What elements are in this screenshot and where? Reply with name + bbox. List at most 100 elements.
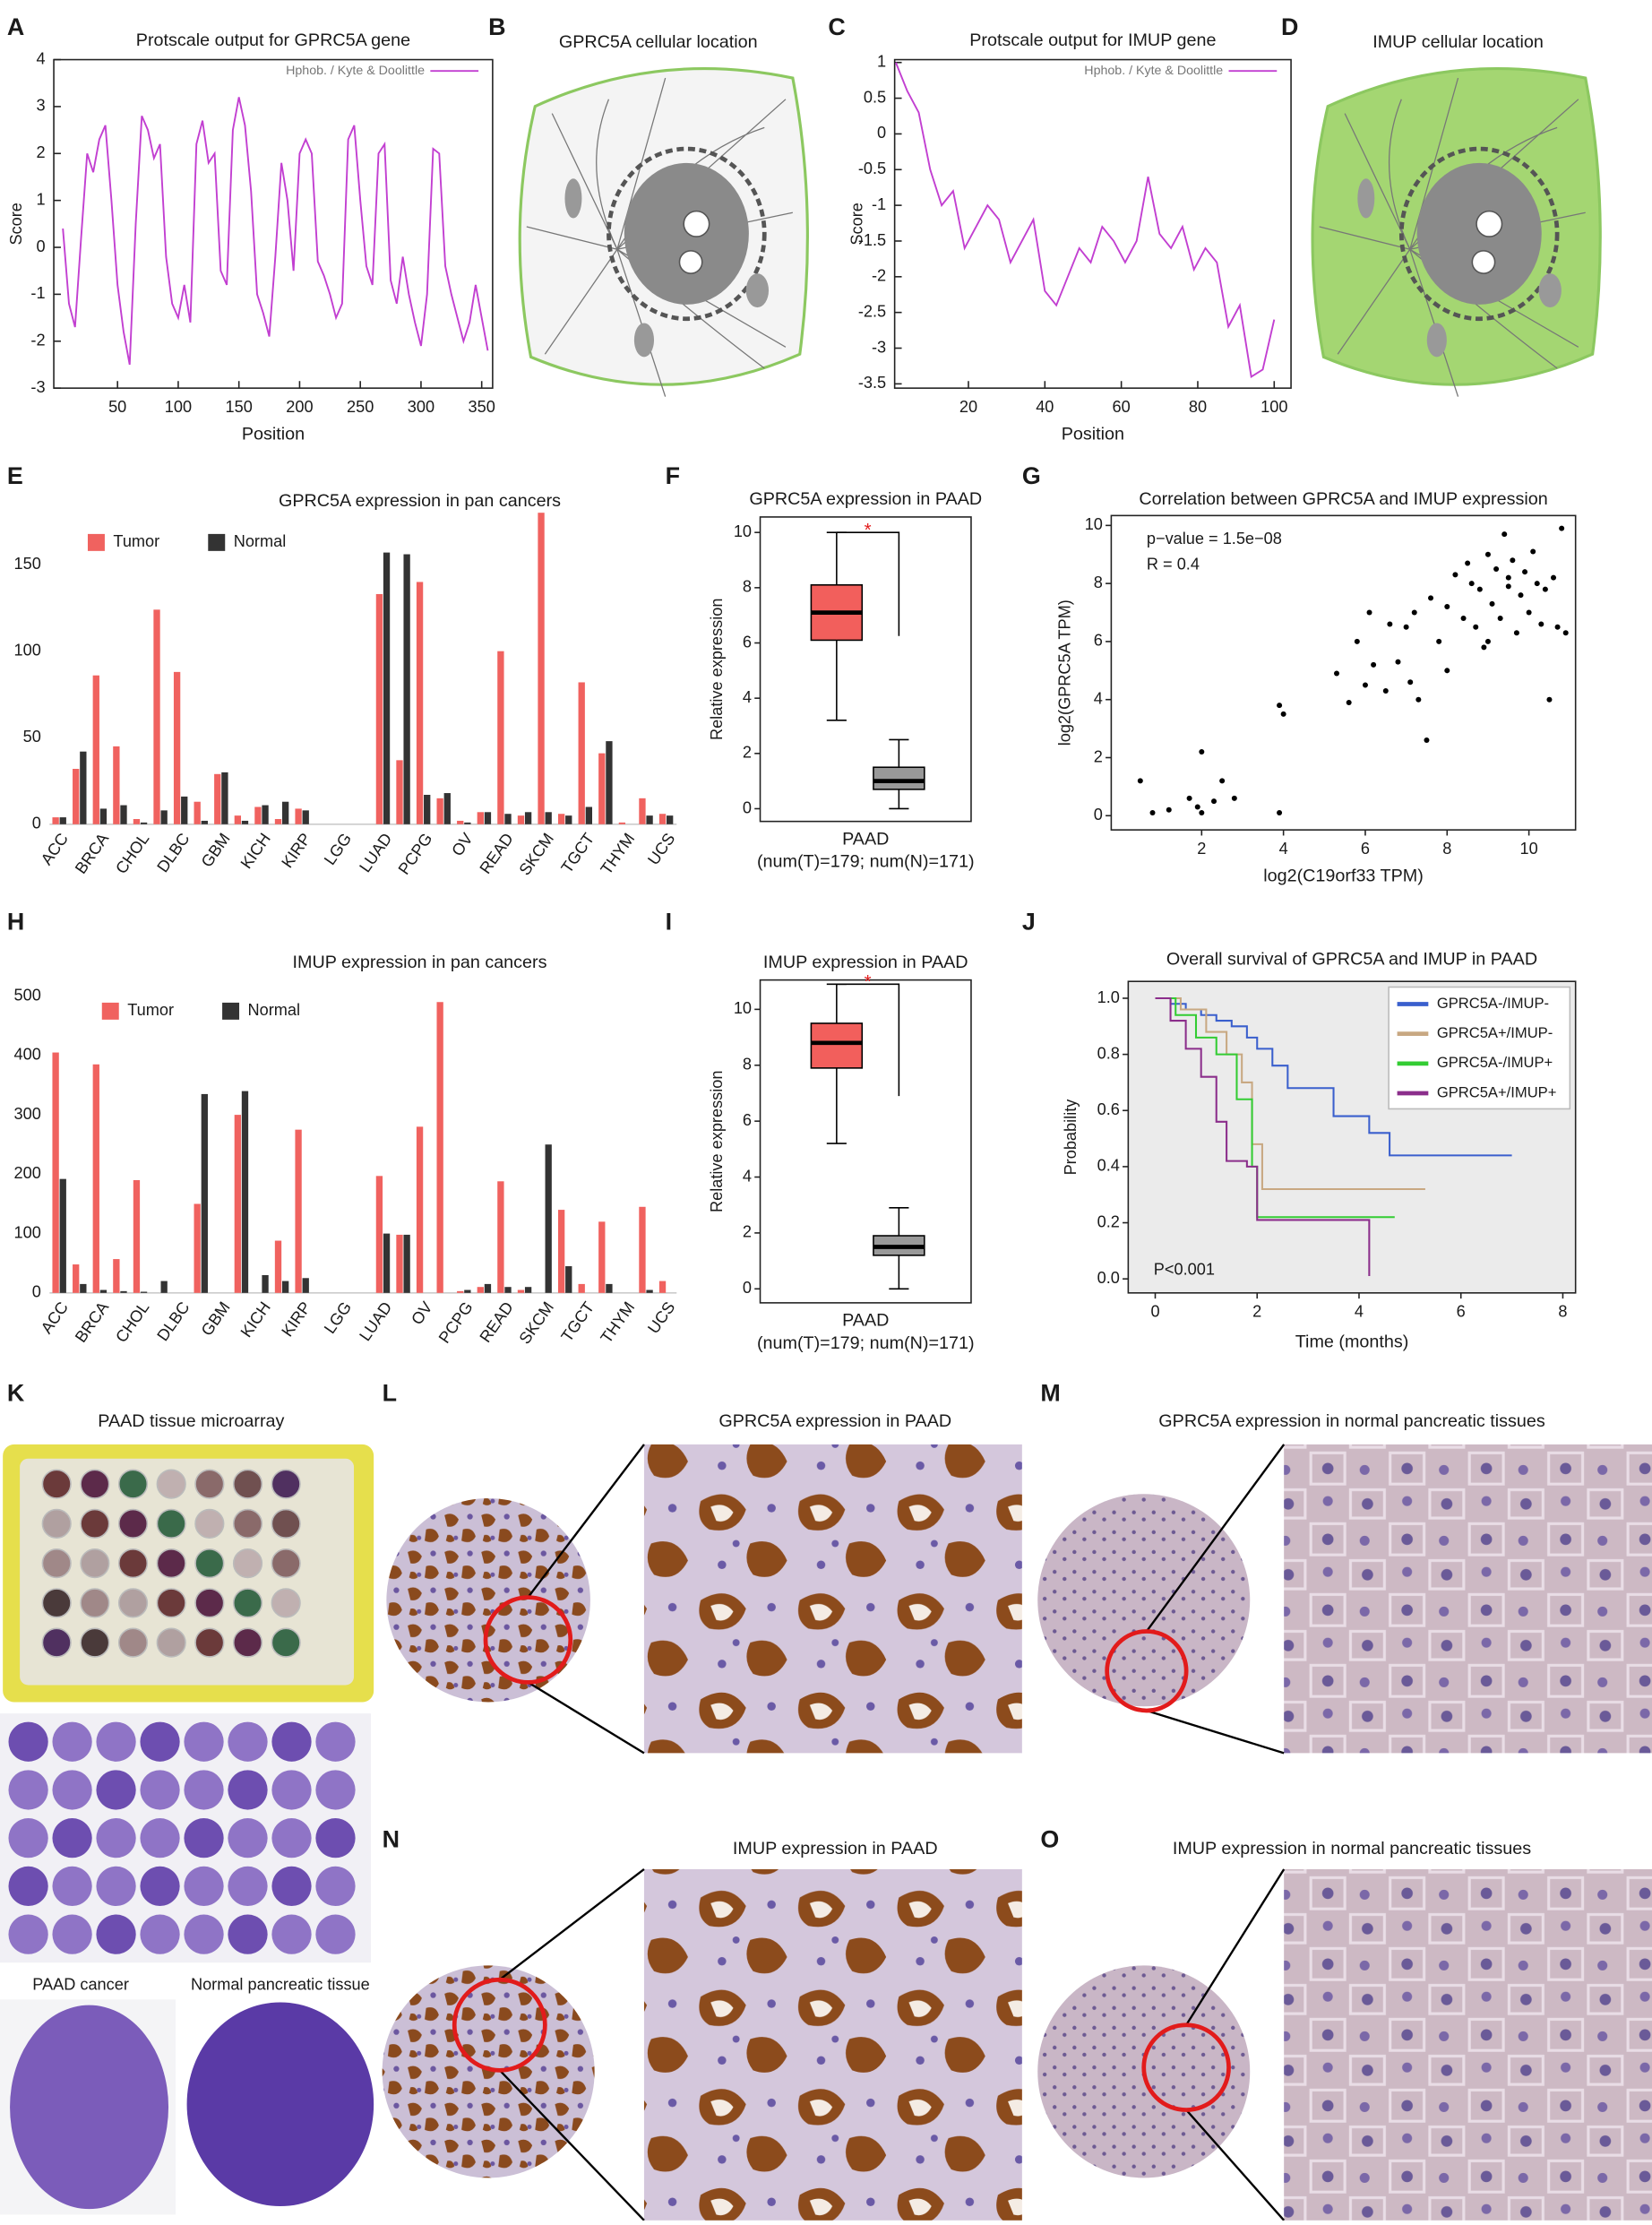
bar	[201, 820, 208, 824]
zoom-line	[499, 1868, 645, 1981]
point	[1186, 795, 1192, 801]
y-tick-label: 8	[743, 578, 752, 596]
point	[1559, 525, 1565, 531]
core	[140, 1721, 180, 1762]
y-tick-label: 4	[743, 688, 752, 706]
bar	[477, 1287, 484, 1293]
plot-frame	[893, 58, 1292, 389]
core	[271, 1818, 312, 1858]
x-tick-label: 4	[1355, 1303, 1364, 1321]
figure-title: GPRC5A expression in PAAD	[718, 1411, 951, 1431]
point	[1211, 798, 1217, 805]
box	[873, 766, 925, 790]
bar	[383, 1233, 391, 1293]
bar	[565, 815, 572, 824]
bar	[598, 1221, 606, 1293]
y-tick-label: 2	[743, 744, 752, 762]
bar	[403, 1234, 410, 1293]
zoom-circle	[483, 1595, 573, 1685]
point	[1277, 810, 1283, 816]
tissue-core	[386, 1497, 590, 1703]
well	[271, 1627, 301, 1658]
x-tick-label: GBM	[198, 830, 234, 870]
well	[271, 1548, 301, 1579]
legend-swatch	[208, 533, 226, 551]
x-tick-label: DLBC	[153, 830, 193, 875]
well	[41, 1627, 72, 1658]
annotation: p−value = 1.5e−08	[1147, 530, 1282, 548]
y-tick-label: -0.5	[858, 160, 886, 177]
y-tick-label: -1.5	[858, 231, 886, 249]
zoom-circle	[452, 1977, 547, 2073]
bar	[457, 820, 464, 824]
y-tick-label: 2	[36, 143, 45, 161]
point	[1505, 583, 1511, 590]
core	[8, 1818, 48, 1858]
point	[1501, 531, 1508, 538]
point	[1371, 661, 1377, 668]
bar	[133, 819, 141, 824]
point	[1476, 586, 1483, 592]
point	[1510, 557, 1516, 564]
point	[1444, 668, 1450, 674]
bar	[497, 651, 504, 824]
bar	[545, 1144, 552, 1293]
bar	[565, 1266, 572, 1293]
core	[184, 1866, 224, 1907]
core	[228, 1866, 268, 1907]
bar	[120, 805, 127, 824]
bar	[274, 819, 282, 824]
x-tick-label: 40	[1036, 398, 1054, 416]
bar	[92, 675, 99, 824]
legend-swatch	[101, 1002, 119, 1020]
chart-title: GPRC5A expression in PAAD	[749, 489, 982, 509]
bar	[262, 805, 269, 824]
legend-label: Normal	[234, 532, 287, 550]
y-tick-label: 8	[1094, 573, 1103, 591]
y-tick-label: 100	[14, 641, 41, 659]
well	[194, 1588, 225, 1618]
y-tick-label: 10	[734, 999, 752, 1017]
y-axis-label: log2(GPRC5A TPM)	[1056, 599, 1074, 746]
y-tick-label: -3.5	[858, 374, 886, 392]
y-tick-label: 200	[14, 1164, 41, 1182]
bar	[497, 1181, 504, 1293]
legend-label: Hphob. / Kyte & Doolittle	[286, 64, 425, 78]
panel-label: N	[383, 1825, 400, 1852]
y-axis-label: Relative expression	[708, 1071, 726, 1212]
zoom-image	[1284, 1868, 1652, 2221]
panel-label: H	[7, 909, 24, 936]
chart-title: IMUP expression in PAAD	[763, 953, 968, 972]
y-tick-label: 3	[36, 97, 45, 115]
point	[1387, 621, 1393, 627]
well	[41, 1588, 72, 1618]
bar	[133, 1179, 141, 1293]
core	[52, 1721, 92, 1762]
x-tick-label: 2	[1197, 840, 1206, 858]
tissue-core	[186, 2002, 374, 2207]
point	[1362, 682, 1368, 688]
bar	[504, 814, 512, 824]
x-tick-label: PCPG	[395, 830, 436, 878]
point	[1534, 581, 1540, 587]
bar	[557, 1210, 565, 1293]
y-tick-label: -3	[872, 338, 886, 356]
plot-frame	[53, 58, 494, 389]
x-tick-label: 20	[959, 398, 977, 416]
point	[1199, 810, 1205, 816]
bar	[281, 1281, 289, 1293]
plot-frame	[759, 516, 972, 823]
x-tick-label: 100	[1261, 398, 1287, 416]
point	[1484, 638, 1491, 644]
x-tick-label: 80	[1189, 398, 1207, 416]
point	[1277, 703, 1283, 709]
core	[315, 1866, 356, 1907]
legend-swatch	[87, 533, 105, 551]
y-tick-label: 6	[743, 1111, 752, 1129]
well	[194, 1469, 225, 1499]
x-tick-label: KICH	[237, 830, 274, 872]
core	[8, 1866, 48, 1907]
y-tick-label: 4	[1094, 690, 1103, 708]
x-tick-label: OV	[408, 1298, 436, 1328]
